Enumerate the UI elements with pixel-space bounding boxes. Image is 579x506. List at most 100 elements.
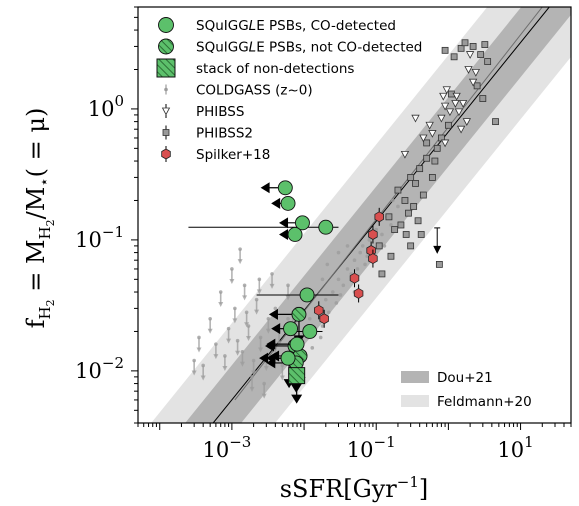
coldgass-ul-arrow [213, 354, 219, 360]
phibss-point [445, 108, 455, 117]
phibss-point [437, 114, 446, 123]
phibss2-point [431, 157, 439, 165]
coldgass-point [355, 267, 360, 271]
spilker-point [353, 287, 364, 299]
legend-label: PHIBSS [196, 104, 244, 120]
coldgass-point [251, 358, 256, 363]
phibss-point [471, 69, 480, 77]
legend-marker-stack [156, 58, 176, 78]
phibss-point [419, 134, 428, 143]
nondet-xlimit-head [268, 308, 278, 320]
coldgass-point [235, 338, 240, 343]
phibss-point [468, 78, 478, 87]
x-tick-exp: 1 [524, 433, 534, 451]
legend-label-pre: PHIBSS [196, 104, 244, 120]
coldgass-ul-arrow [239, 361, 245, 367]
coldgass-point [396, 204, 400, 209]
coldgass-point [320, 277, 325, 282]
phibss-point [440, 102, 450, 111]
coldgass-point [334, 301, 339, 305]
legend-marker-coldgass [164, 87, 168, 92]
coldgass-point [360, 244, 365, 248]
phibss2-point [423, 139, 431, 147]
band-legend-swatch [401, 371, 429, 383]
coldgass-point [391, 198, 395, 203]
x-tick-base: 10 [202, 438, 229, 462]
coldgass-point [338, 293, 343, 297]
spilker-point [349, 272, 360, 284]
legend-marker-nondetected [158, 38, 174, 55]
coldgass-ul-arrow [242, 295, 248, 301]
phibss2-point [401, 197, 409, 204]
spilker-point [368, 253, 378, 265]
phibss2-point [417, 231, 425, 238]
phibss2-point [423, 154, 431, 162]
legend-marker-spilker [161, 148, 171, 160]
phibss-point [442, 86, 451, 95]
phibss2-point [450, 53, 458, 61]
coldgass-point [323, 297, 328, 302]
phibss2-point [387, 252, 395, 260]
squiggle-detected-point [295, 215, 310, 231]
coldgass-ul-arrow [226, 338, 232, 344]
y-tick-base: 10 [75, 228, 102, 252]
squiggle-detected-point [283, 321, 299, 337]
spilker-point [374, 211, 384, 223]
legend-label-italic: L [249, 40, 257, 56]
legend-marker-detected [158, 17, 174, 33]
band-legend-label: Feldmann+20 [437, 394, 532, 410]
coldgass-point [254, 297, 259, 302]
coldgass-ul-arrow [237, 259, 243, 265]
spilker-point [319, 313, 329, 325]
legend-label-italic: L [249, 18, 257, 34]
det-xlimit-head [266, 352, 276, 364]
y-tick-label: 100 [88, 92, 124, 121]
legend-label-post: E PSBs, CO-detected [256, 18, 396, 34]
phibss2-point [457, 44, 465, 52]
phibss-point [452, 92, 461, 101]
legend-label: PHIBSS2 [196, 126, 253, 142]
coldgass-ul-arrow [191, 370, 197, 376]
x-tick-exp: −1 [374, 433, 396, 451]
legend-label-pre: SQuIGG [196, 40, 249, 56]
det-xlimit-head [266, 338, 276, 350]
squiggle-detected-point [302, 323, 318, 339]
phibss2-point [444, 121, 452, 129]
phibss2-point [419, 191, 427, 199]
legend-label-pre: COLDGASS (z~0) [196, 83, 313, 99]
coldgass-ul-arrow [218, 302, 224, 308]
coldgass-point [307, 316, 312, 321]
x-tick-base: 10 [497, 438, 524, 462]
coldgass-point [242, 283, 247, 288]
coldgass-point [201, 363, 205, 368]
band-legend-swatch [401, 395, 429, 407]
legend-label: COLDGASS (z~0) [196, 83, 313, 99]
legend-label-pre: Spilker+18 [196, 147, 270, 163]
coldgass-point [330, 290, 335, 294]
y-tick-exp: −2 [102, 354, 124, 372]
legend-marker-phibss [161, 107, 171, 116]
phibss2-point [435, 261, 443, 268]
det-xlimit-head [260, 182, 270, 194]
coldgass-ul-arrow [263, 365, 269, 371]
coldgass-ul-arrow [279, 375, 285, 381]
coldgass-point [318, 335, 323, 340]
coldgass-point [380, 232, 384, 237]
phibss-point [428, 130, 437, 138]
phibss2-point [479, 95, 487, 102]
y-tick-base: 10 [88, 97, 115, 121]
coldgass-point [270, 272, 274, 276]
coldgass-point [389, 223, 393, 227]
coldgass-ul-arrow [285, 295, 291, 301]
coldgass-point [363, 262, 367, 267]
x-tick-base: 10 [347, 438, 374, 462]
legend-label-pre: SQuIGG [196, 18, 249, 34]
phibss2-point [412, 180, 419, 187]
coldgass-point [197, 335, 201, 340]
coldgass-point [280, 363, 285, 368]
phibss-point [464, 66, 473, 74]
phibss2-point [473, 82, 481, 90]
legend-label: SQuIGGLE PSBs, CO-detected [196, 18, 396, 34]
phibss-point [465, 51, 475, 59]
